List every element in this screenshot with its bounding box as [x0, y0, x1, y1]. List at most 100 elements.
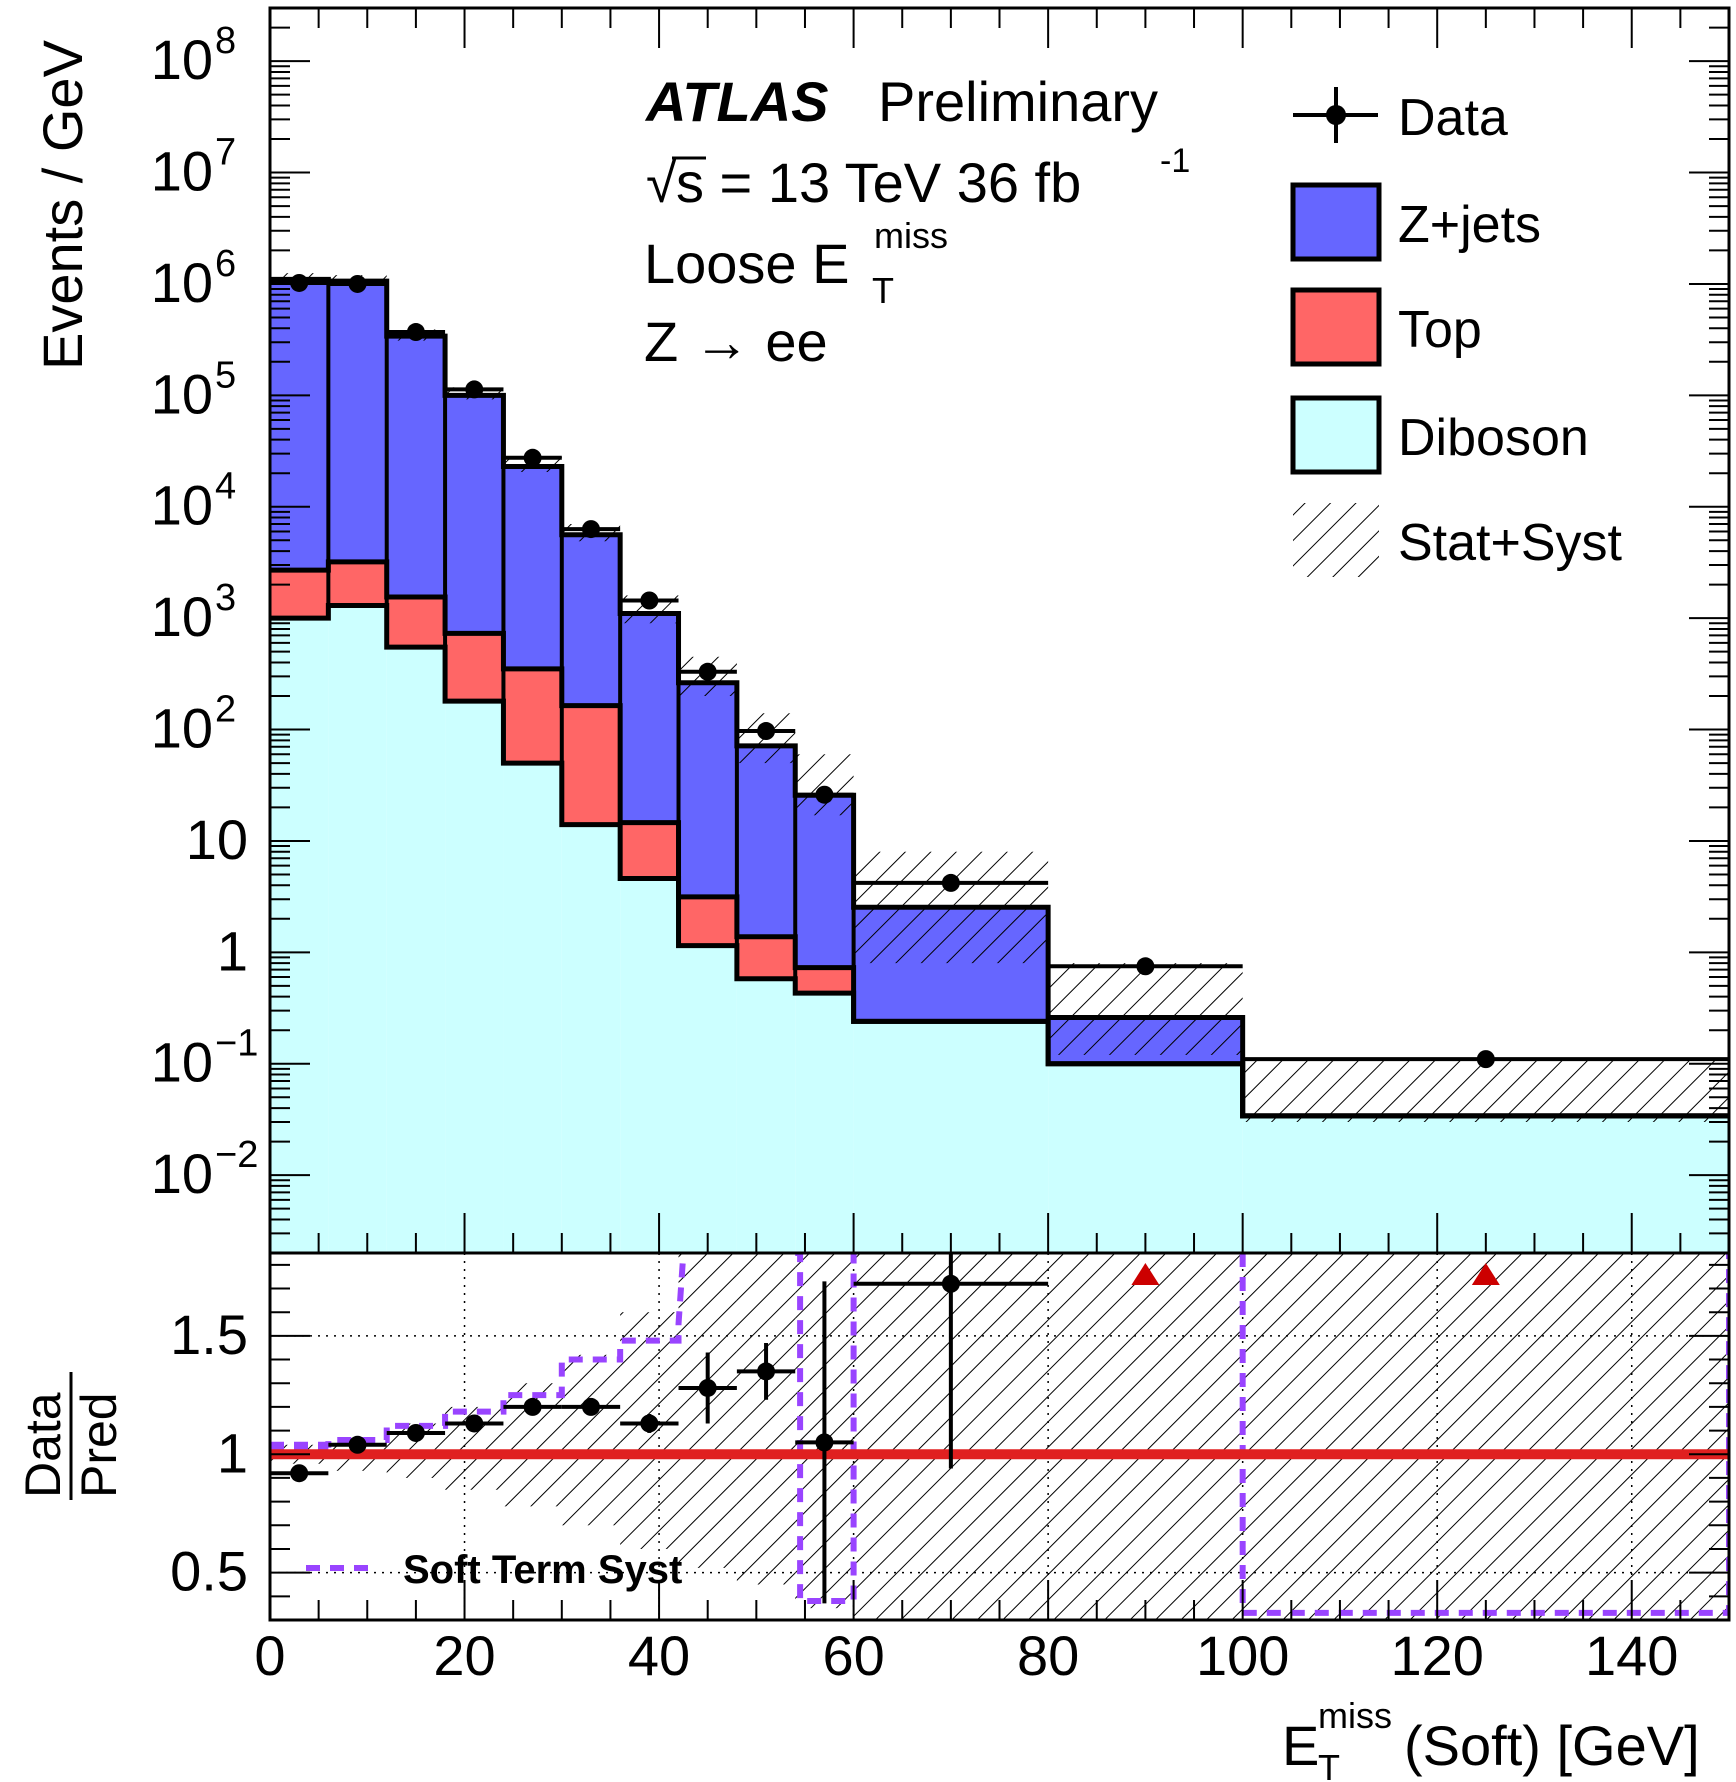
main-plot-area — [270, 273, 1729, 1253]
x-axis-label: E — [1282, 1714, 1319, 1777]
stack-bar-diboson — [445, 701, 504, 1253]
y-tick-label: 10 — [186, 808, 248, 871]
legend-label-data: Data — [1398, 89, 1508, 147]
ratio-y-tick-label: 1.5 — [170, 1303, 248, 1366]
x-tick-label: 120 — [1390, 1624, 1483, 1687]
stack-bar-top — [736, 936, 796, 979]
y-tick-label: 10 — [151, 585, 213, 648]
y-tick-label: 10 — [151, 1142, 213, 1205]
stack-bar-diboson — [853, 1021, 1049, 1253]
legend-swatch-zjets — [1290, 182, 1382, 262]
preliminary-label: Preliminary — [878, 70, 1158, 133]
stack-bar-top — [561, 705, 621, 825]
stack-bar-diboson — [1242, 1115, 1729, 1253]
labels: ATLAS Preliminary √ s = 13 TeV 36 fb -1 … — [15, 39, 1700, 1782]
y-tick-label-exp: 4 — [215, 466, 236, 508]
legend-label-diboson: Diboson — [1398, 409, 1589, 467]
ratio-point — [523, 1397, 542, 1416]
y-tick-label: 10 — [151, 362, 213, 425]
stack-bar-diboson — [561, 824, 621, 1253]
y-tick-label: 10 — [151, 474, 213, 537]
legend-data-marker — [1326, 105, 1346, 125]
ratio-uncertainty-band — [561, 1354, 621, 1526]
uncertainty-band — [853, 851, 1049, 964]
ratio-point — [698, 1378, 717, 1397]
ratio-uncertainty-band — [1242, 1253, 1729, 1620]
ratio-point — [581, 1397, 600, 1416]
stack-bar-diboson — [620, 878, 679, 1253]
stack-bar-top — [795, 967, 854, 994]
ratio-point — [465, 1414, 484, 1433]
y-tick-label-exp: 6 — [215, 243, 236, 285]
stack-bar-diboson — [795, 993, 854, 1253]
ratio-point — [290, 1464, 309, 1483]
data-point — [757, 722, 776, 741]
ratio-ylabel-den: Pred — [71, 1392, 127, 1498]
stack-bar-top — [620, 822, 679, 879]
legend-swatch-statsyst — [1293, 503, 1379, 577]
data-point — [941, 873, 960, 892]
stack-bar-diboson — [270, 618, 329, 1253]
y-tick-label-exp: 2 — [215, 689, 236, 731]
energy-sup: -1 — [1160, 142, 1190, 180]
data-point — [698, 662, 717, 681]
ratio-point — [640, 1414, 659, 1433]
stack-bar-zjets — [736, 745, 796, 937]
ratio-point — [815, 1433, 834, 1452]
legend-label-zjets: Z+jets — [1398, 196, 1541, 254]
x-tick-label: 100 — [1196, 1624, 1289, 1687]
energy-label: s = 13 TeV 36 fb — [676, 151, 1081, 214]
data-point — [406, 323, 425, 342]
stack-bar-zjets — [386, 336, 446, 597]
y-tick-label-exp: 3 — [215, 577, 236, 619]
channel-label: Z → ee — [644, 310, 828, 373]
stack-bar-top — [270, 570, 329, 619]
stack-bar-top — [678, 896, 737, 946]
data-point — [815, 785, 834, 804]
stack-bar-diboson — [328, 605, 387, 1253]
ratio-point — [406, 1423, 425, 1442]
stack-bar-zjets — [620, 613, 679, 823]
x-tick-label: 60 — [822, 1624, 884, 1687]
x-axis-label-rest: (Soft) [GeV] — [1404, 1714, 1700, 1777]
ratio-point — [757, 1362, 776, 1381]
stack-bar-top — [503, 668, 562, 764]
legend: Data Z+jets Top Diboson Stat+Syst — [1290, 87, 1623, 577]
y-tick-label: 10 — [151, 251, 213, 314]
main-panel — [270, 273, 1729, 1253]
uncertainty-band — [1242, 1059, 1729, 1122]
energy-sqrt: √ — [646, 151, 677, 214]
legend-label-top: Top — [1398, 301, 1482, 359]
data-point — [523, 448, 542, 467]
ratio-uncertainty-band — [736, 1253, 796, 1585]
data-point — [640, 591, 659, 610]
data-point — [1136, 957, 1155, 976]
data-point — [581, 520, 600, 539]
x-tick-label: 140 — [1585, 1624, 1678, 1687]
selection-sup: miss — [874, 215, 948, 256]
stack-bar-diboson — [736, 978, 796, 1253]
uncertainty-band — [1048, 963, 1243, 1055]
stack-bar-top — [328, 561, 387, 606]
selection-label: Loose E — [644, 232, 850, 295]
stack-bar-diboson — [1048, 1063, 1243, 1253]
stack-bar-zjets — [678, 682, 737, 897]
legend-swatch-diboson — [1290, 395, 1382, 475]
y-tick-label: 10 — [151, 140, 213, 203]
data-point — [348, 274, 367, 293]
x-axis-label-sub: T — [1318, 1747, 1340, 1782]
stack-bar-top — [386, 596, 446, 648]
y-tick-label: 10 — [151, 697, 213, 760]
uncertainty-band — [795, 754, 854, 816]
ratio-ylabel-num: Data — [15, 1392, 71, 1498]
soft-term-legend-label: Soft Term Syst — [403, 1548, 682, 1592]
y-tick-label-exp: −1 — [215, 1023, 258, 1065]
ratio-uncertainty-band — [1048, 1253, 1243, 1620]
y-axis-label: Events / GeV — [31, 39, 94, 370]
ratio-point — [941, 1274, 960, 1293]
stack-bar-top — [445, 633, 504, 702]
stack-outline-top — [270, 559, 1729, 1119]
y-tick-label: 10 — [151, 28, 213, 91]
y-tick-label-exp: 5 — [215, 354, 236, 396]
